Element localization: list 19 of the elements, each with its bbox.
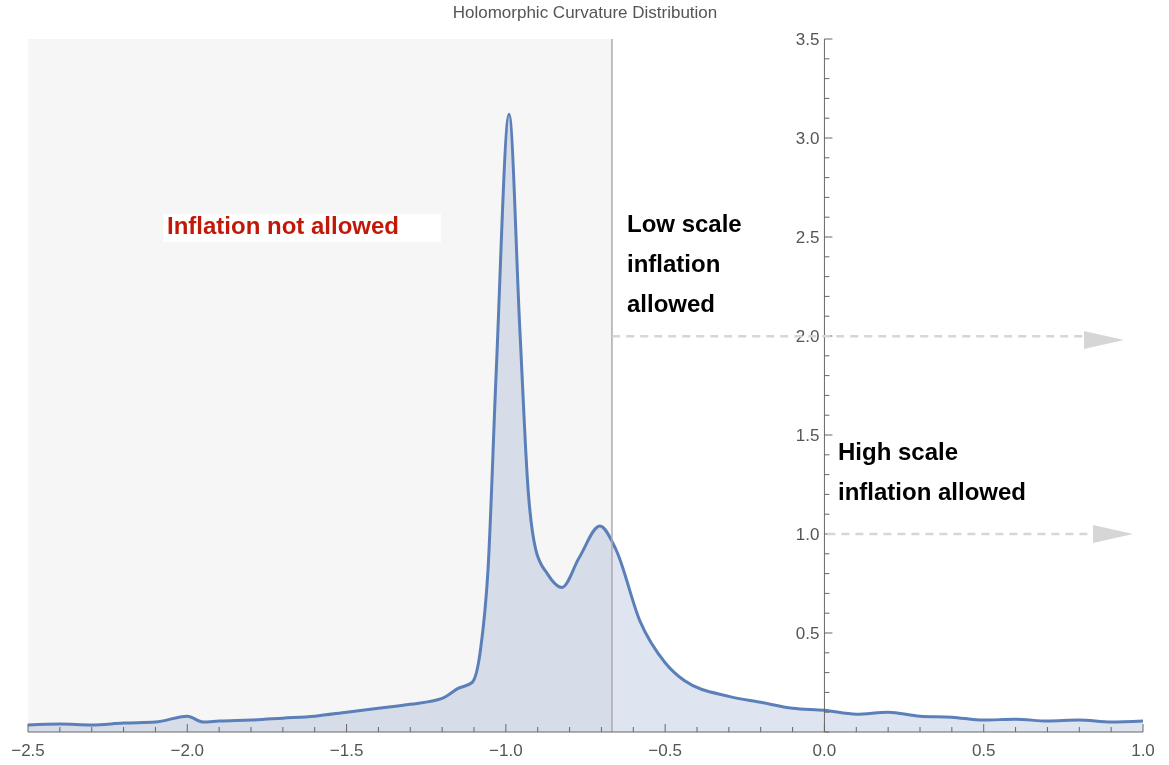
x-tick-label: −1.0: [489, 741, 523, 760]
y-tick-label: 0.5: [795, 624, 820, 643]
y-tick-label: 3.5: [795, 30, 820, 49]
annotation: High scale inflation allowed: [838, 438, 1027, 505]
x-tick-label: −2.0: [170, 741, 205, 760]
chart-title: Holomorphic Curvature Distribution: [452, 3, 718, 22]
x-tick-label: 0.5: [971, 741, 996, 760]
y-tick-label: 2.0: [795, 327, 820, 346]
x-tick-label: −2.5: [11, 741, 45, 760]
y-tick-label: 3.0: [795, 129, 820, 148]
annotation: Low scale inflation allowed: [627, 210, 742, 317]
x-tick-label: 1.0: [1131, 741, 1155, 760]
x-tick-label: −1.5: [329, 741, 364, 760]
x-tick-label: 0.0: [812, 741, 837, 760]
band-label: Inflation not allowed: [167, 212, 399, 239]
y-tick-label: 1.0: [795, 525, 820, 544]
x-tick-label: −0.5: [648, 741, 682, 760]
y-tick-label: 1.5: [795, 426, 820, 445]
y-tick-label: 2.5: [795, 228, 820, 247]
